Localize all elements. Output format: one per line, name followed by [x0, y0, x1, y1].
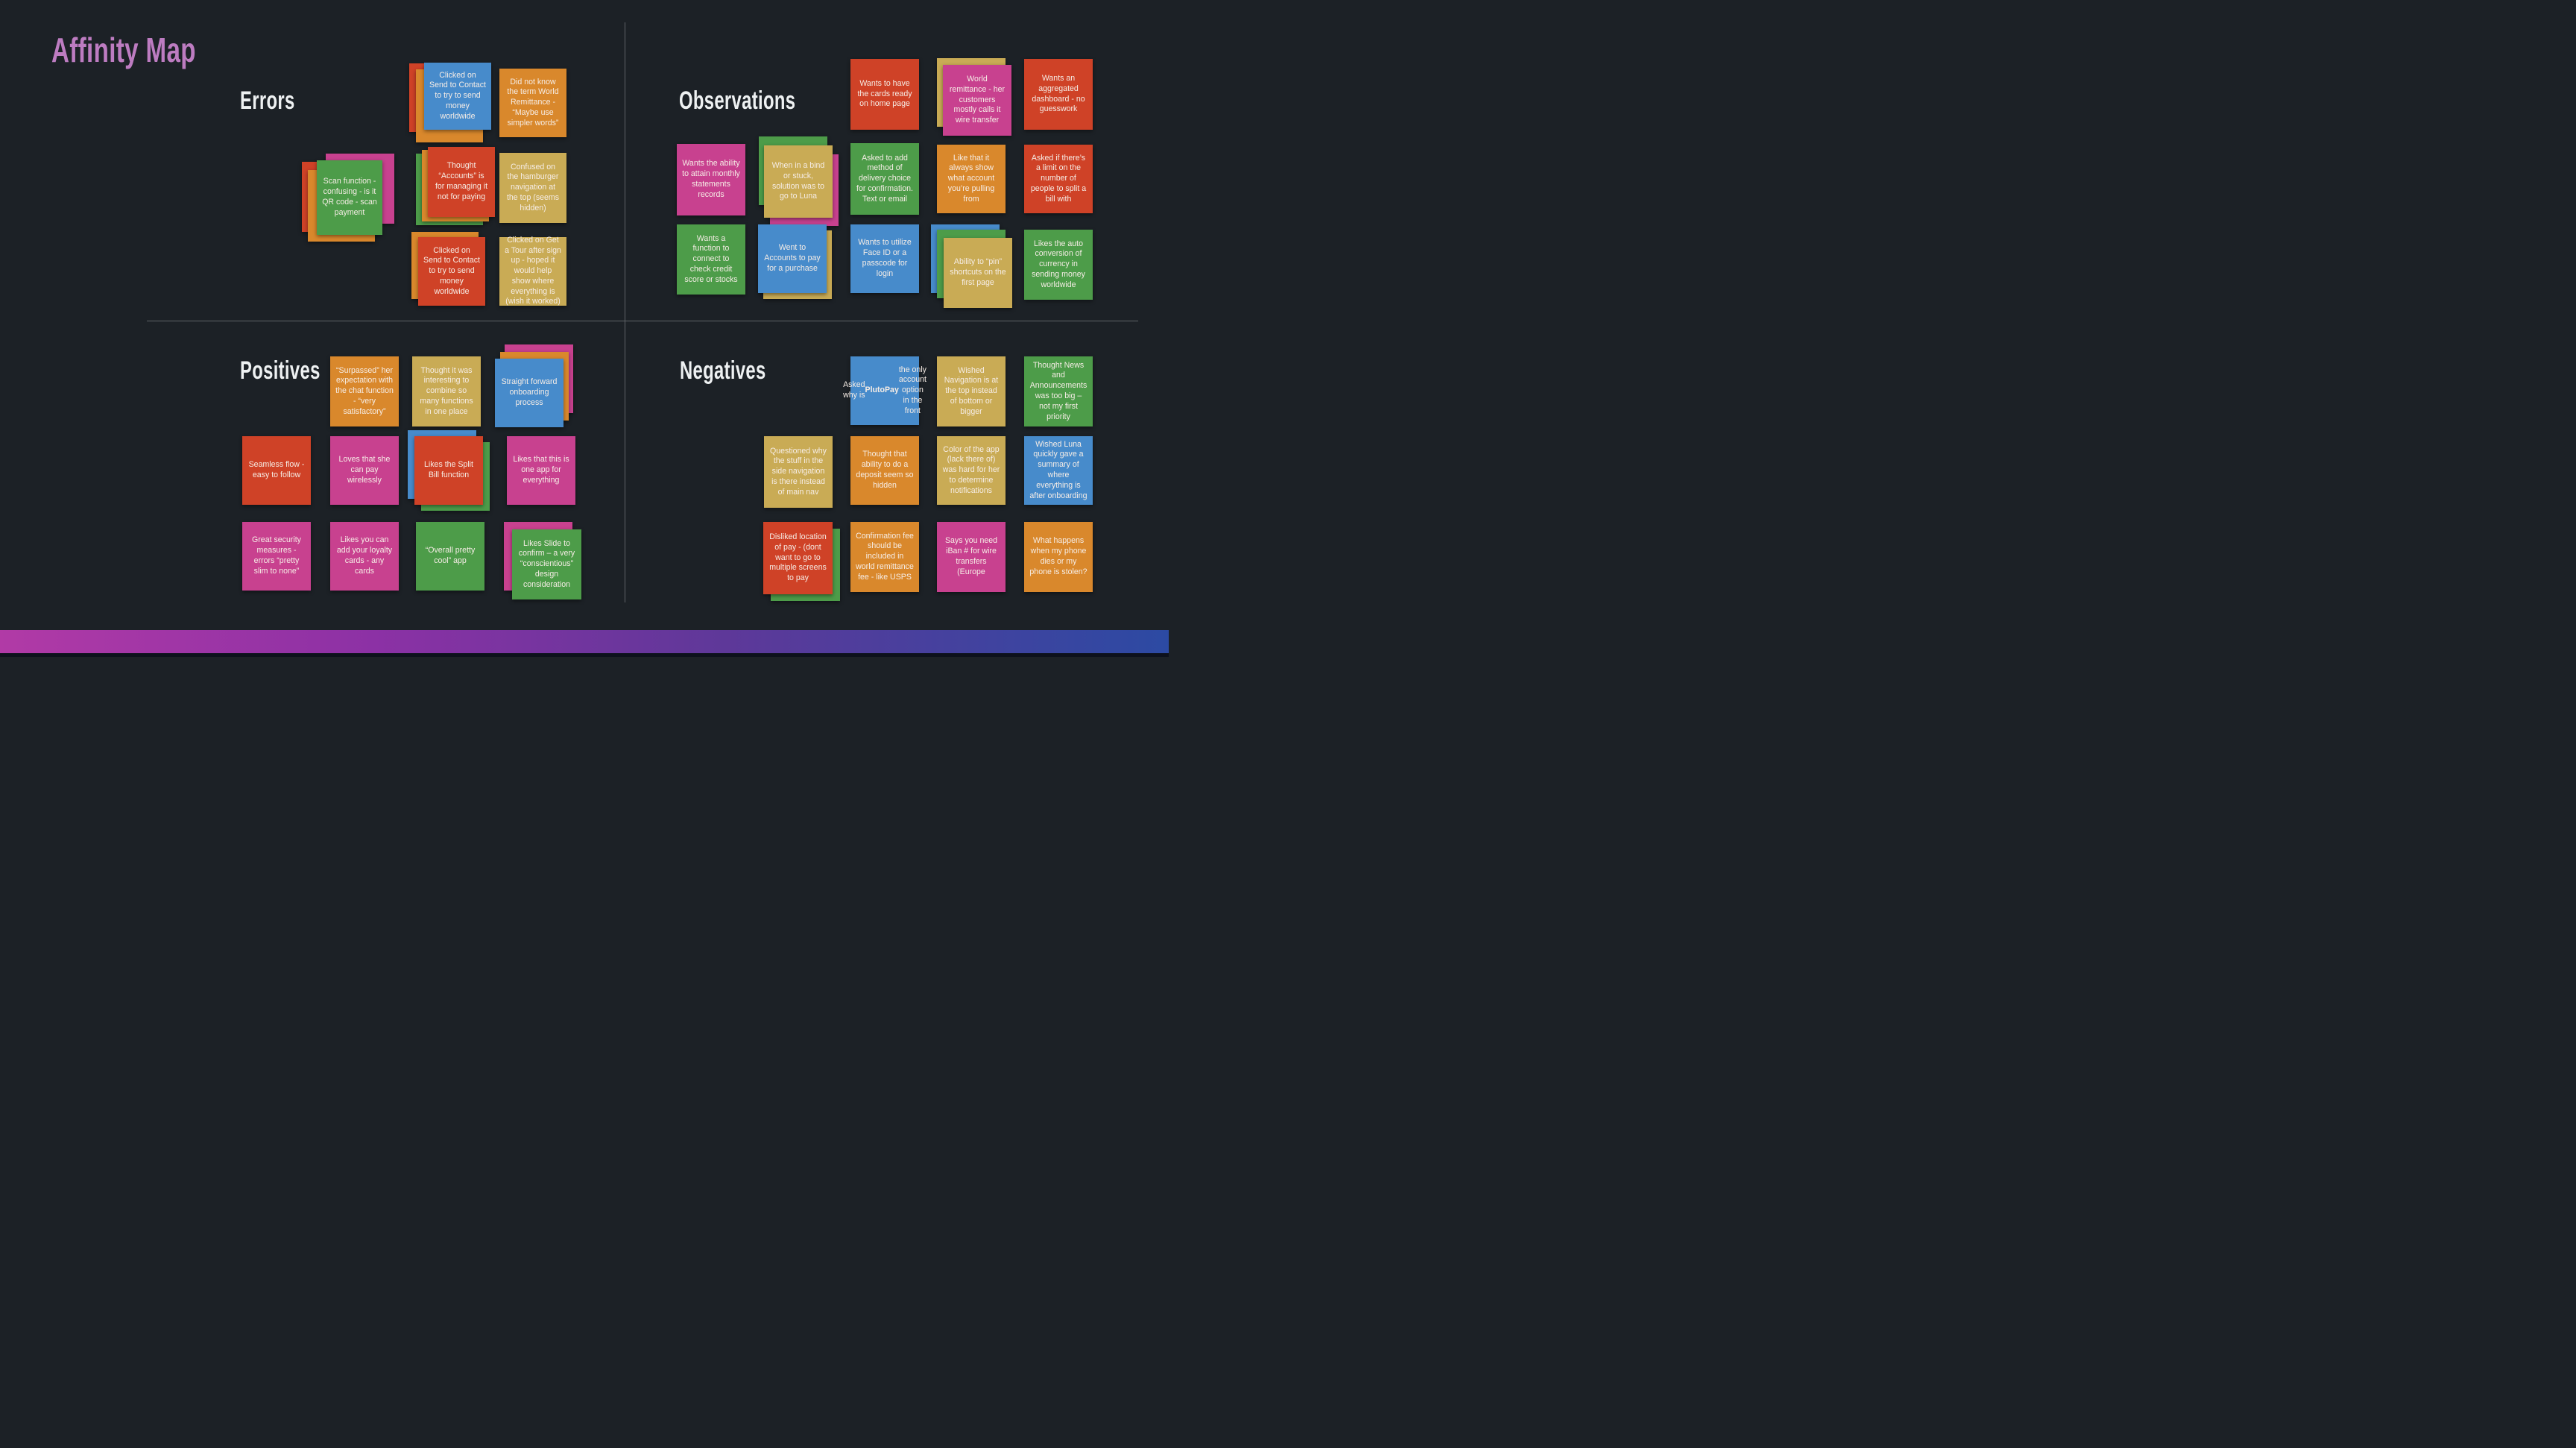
sticky-note[interactable]: Confirmation fee should be included in w… — [850, 522, 919, 592]
sticky-note[interactable]: Likes Slide to confirm – a very “conscie… — [512, 529, 581, 599]
sticky-note[interactable]: Thought that ability to do a deposit see… — [850, 436, 919, 505]
sticky-note[interactable]: Seamless flow - easy to follow — [242, 436, 311, 505]
quadrant-label-negatives[interactable]: Negatives — [680, 356, 766, 385]
sticky-note[interactable]: Asked why is PlutoPay the only account o… — [843, 356, 926, 425]
sticky-note[interactable]: Ability to “pin” shortcuts on the first … — [944, 238, 1012, 308]
quadrant-label-errors[interactable]: Errors — [240, 86, 295, 115]
footer-dark-strip — [0, 653, 1169, 657]
sticky-note[interactable]: Asked to add method of delivery choice f… — [850, 143, 919, 215]
sticky-note[interactable]: Thought News and Announcements was too b… — [1024, 356, 1093, 426]
sticky-note[interactable]: Went to Accounts to pay for a purchase — [758, 224, 827, 293]
sticky-note[interactable]: Likes the auto conversion of currency in… — [1024, 230, 1093, 300]
sticky-note[interactable]: Wants the ability to attain monthly stat… — [677, 144, 745, 215]
sticky-note[interactable]: Thought “Accounts” is for managing it no… — [428, 147, 495, 217]
sticky-note[interactable]: Wants a function to connect to check cre… — [677, 224, 745, 295]
sticky-note[interactable]: Likes that this is one app for everythin… — [507, 436, 575, 505]
sticky-note[interactable]: Loves that she can pay wirelessly — [330, 436, 399, 505]
sticky-note[interactable]: Wants to utilize Face ID or a passcode f… — [850, 224, 919, 293]
sticky-note[interactable]: Wants to have the cards ready on home pa… — [850, 59, 919, 130]
sticky-note[interactable]: Thought it was interesting to combine so… — [412, 356, 481, 426]
sticky-note[interactable]: Says you need iBan # for wire transfers … — [937, 522, 1006, 592]
sticky-note[interactable]: “Overall pretty cool” app — [416, 522, 484, 591]
sticky-note[interactable]: “Surpassed” her expectation with the cha… — [330, 356, 399, 426]
sticky-note[interactable]: Likes you can add your loyalty cards - a… — [330, 522, 399, 591]
sticky-note[interactable]: When in a bind or stuck, solution was to… — [764, 145, 833, 218]
sticky-note[interactable]: Straight forward onboarding process — [495, 359, 564, 427]
quadrant-label-positives[interactable]: Positives — [240, 356, 321, 385]
quadrant-label-observations[interactable]: Observations — [679, 86, 796, 115]
sticky-note[interactable]: Disliked location of pay - (dont want to… — [763, 522, 833, 594]
sticky-note[interactable]: Wished Navigation is at the top instead … — [937, 356, 1006, 426]
sticky-note[interactable]: Like that it always show what account yo… — [937, 145, 1006, 213]
sticky-note[interactable]: Clicked on Send to Contact to try to sen… — [418, 237, 485, 306]
footer-gradient-bar — [0, 630, 1169, 653]
sticky-note[interactable]: Confused on the hamburger navigation at … — [499, 153, 566, 223]
sticky-note[interactable]: Wants an aggregated dashboard - no guess… — [1024, 59, 1093, 130]
sticky-note[interactable]: Did not know the term World Remittance -… — [499, 69, 566, 137]
page-title[interactable]: Affinity Map — [51, 31, 196, 69]
sticky-note[interactable]: Clicked on Send to Contact to try to sen… — [424, 63, 491, 130]
sticky-note[interactable]: Great security measures - errors “pretty… — [242, 522, 311, 591]
sticky-note[interactable]: Questioned why the stuff in the side nav… — [764, 436, 833, 508]
sticky-note[interactable]: What happens when my phone dies or my ph… — [1024, 522, 1093, 592]
sticky-note[interactable]: Wished Luna quickly gave a summary of wh… — [1024, 436, 1093, 505]
sticky-note[interactable]: Asked if there’s a limit on the number o… — [1024, 145, 1093, 213]
board: Affinity Map Errors Clicked on Send to Co… — [0, 0, 1169, 657]
sticky-note[interactable]: Color of the app (lack there of) was har… — [937, 436, 1006, 505]
sticky-note[interactable]: World remittance - her customers mostly … — [943, 65, 1011, 136]
sticky-note[interactable]: Scan function - confusing - is it QR cod… — [317, 160, 382, 235]
sticky-note[interactable]: Likes the Split Bill function — [414, 436, 483, 505]
sticky-note[interactable]: Clicked on Get a Tour after sign up - ho… — [499, 236, 566, 306]
